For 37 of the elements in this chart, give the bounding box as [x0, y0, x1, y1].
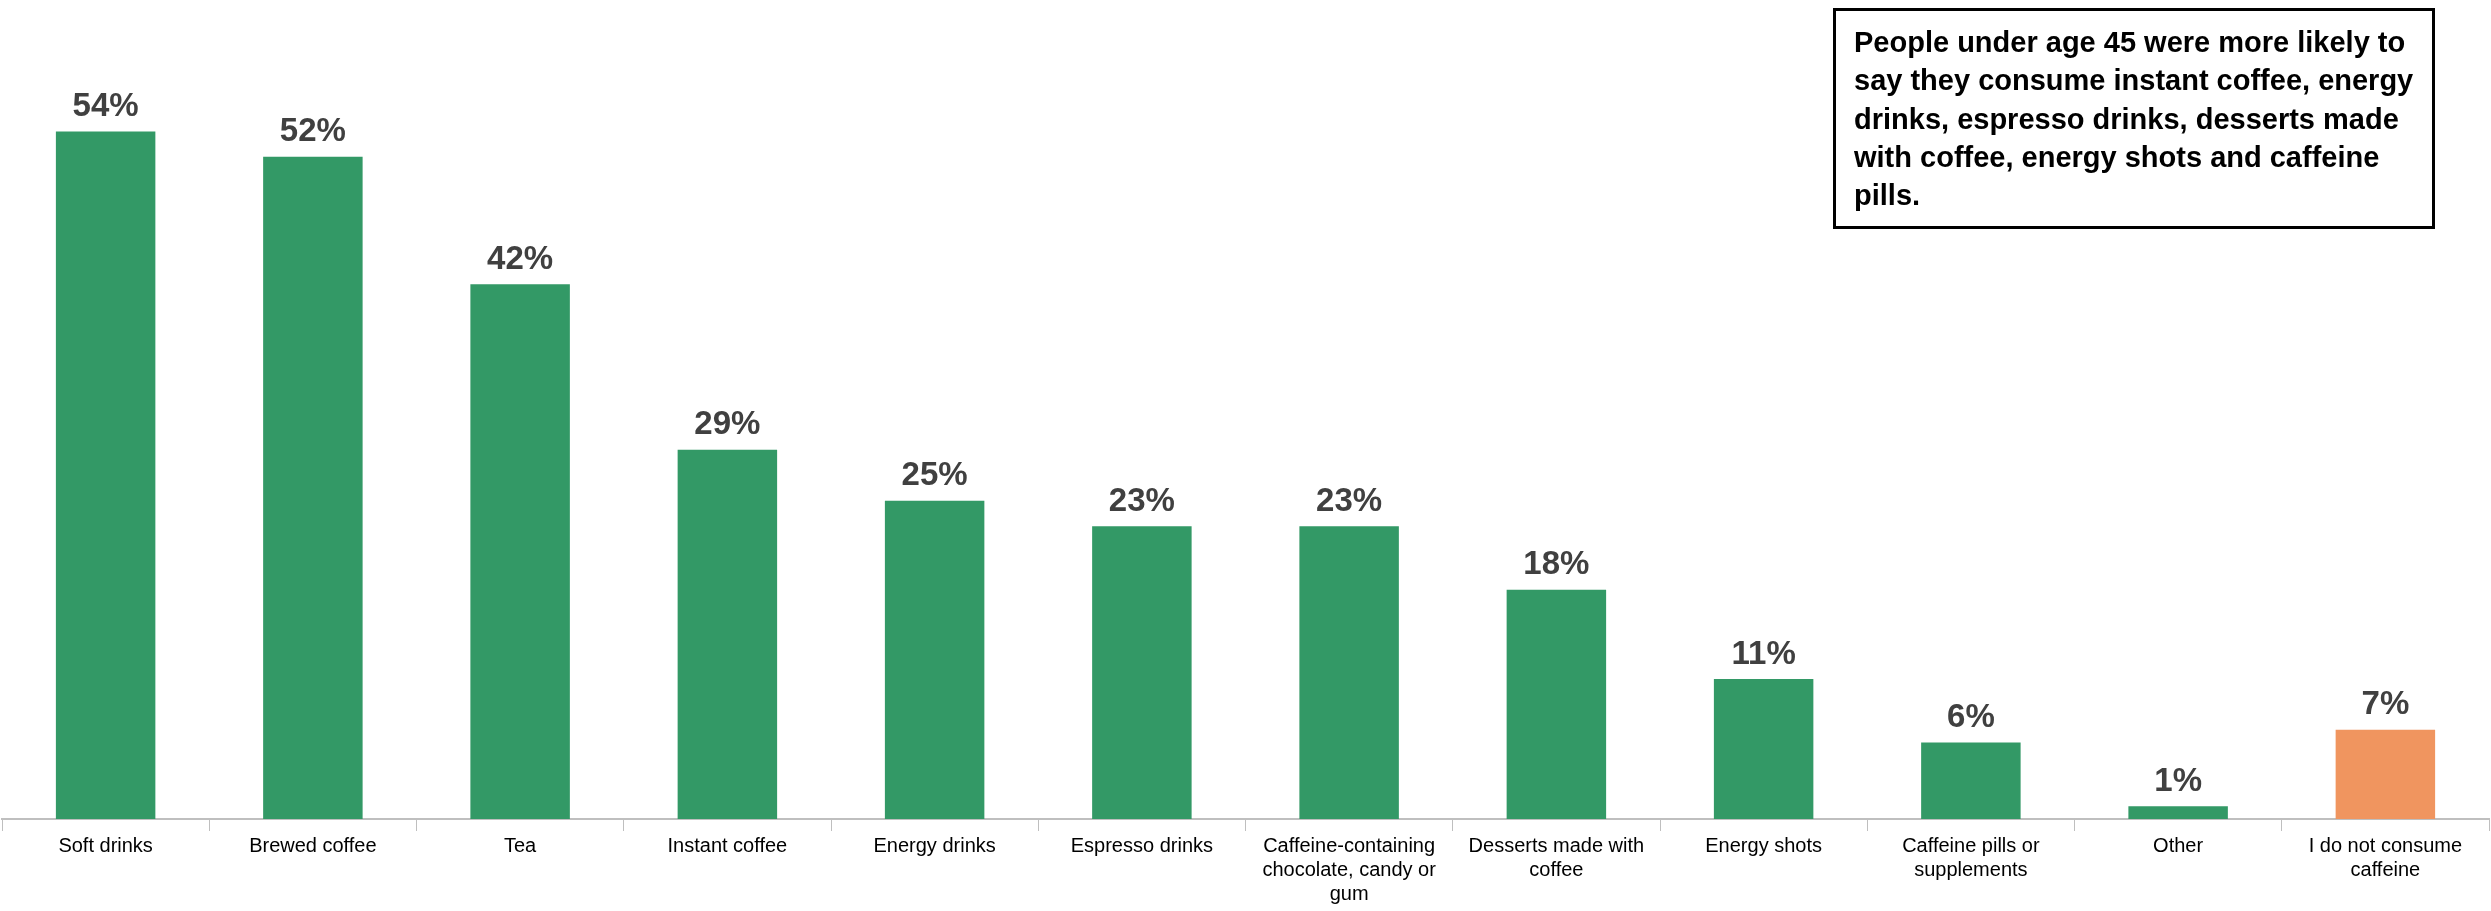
bar [677, 449, 778, 819]
bar [2335, 729, 2436, 819]
x-tick-label: I do not consume caffeine [2308, 833, 2463, 880]
data-label: 54% [72, 85, 139, 123]
data-label: 23% [1108, 480, 1175, 518]
data-label: 6% [1947, 697, 1995, 735]
bar [1506, 589, 1607, 819]
x-tick-label: Caffeine-containing chocolate, candy or gum [1262, 833, 1437, 904]
data-label: 23% [1316, 480, 1383, 518]
bar [1299, 526, 1399, 819]
x-tick-label: Desserts made with coffee [1468, 833, 1645, 880]
data-label: 25% [901, 455, 968, 493]
data-label: 29% [694, 404, 761, 442]
data-label: 1% [2154, 760, 2202, 798]
bar [470, 284, 570, 819]
x-tick-label: Caffeine pills or supplements [1902, 833, 2040, 880]
bar [263, 156, 363, 819]
bar [2128, 806, 2228, 819]
bar [1921, 742, 2021, 819]
bar [1713, 678, 1814, 819]
x-tick-label: Instant coffee [667, 833, 788, 856]
bar [55, 131, 156, 819]
bar [1092, 526, 1192, 819]
x-tick-label: Other [2153, 833, 2204, 856]
data-label: 7% [2361, 684, 2410, 722]
data-label: 11% [1731, 633, 1796, 671]
x-tick-label: Energy shots [1705, 833, 1822, 856]
x-tick-label: Espresso drinks [1070, 833, 1214, 856]
x-tick-label: Energy drinks [873, 833, 996, 856]
x-tick-label: Brewed coffee [249, 833, 377, 856]
data-label: 18% [1523, 544, 1590, 582]
data-label: 42% [487, 238, 554, 276]
data-label: 52% [279, 111, 346, 149]
annotation: People under age 45 were more likely to say they consume instant coffee, energy drinks, espresso drinks, desserts made with coffee, energy shots and caffeine pills. [1833, 8, 2435, 230]
bar [884, 500, 985, 819]
x-tick-label: Soft drinks [58, 833, 153, 856]
x-tick-label: Tea [504, 833, 538, 856]
